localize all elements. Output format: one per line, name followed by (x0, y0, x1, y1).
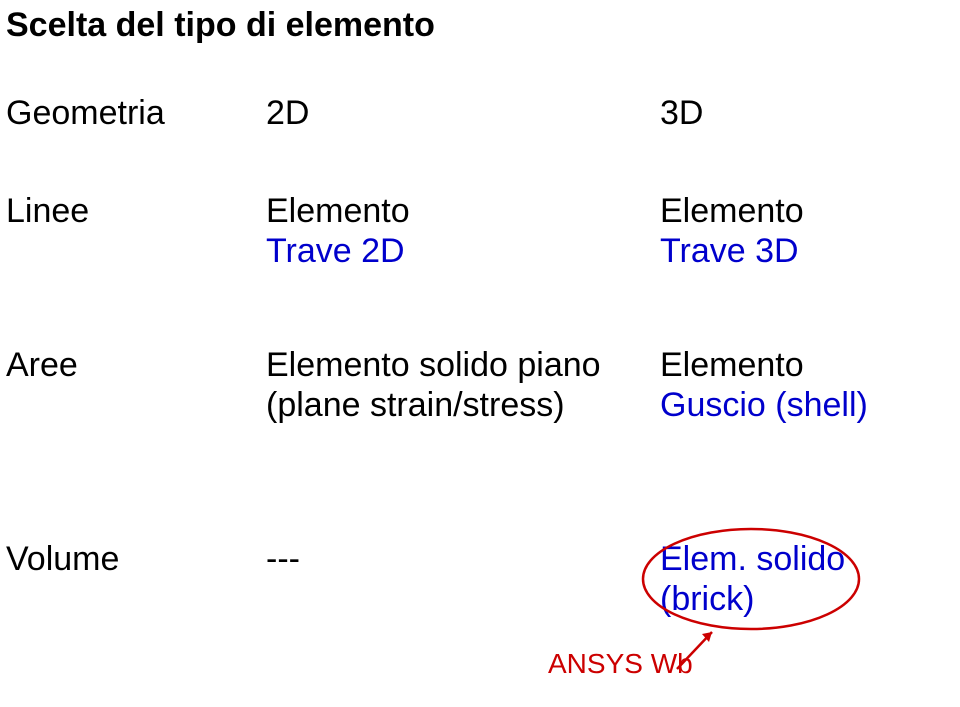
header-3d: 3D (660, 94, 703, 133)
annotation-ansys-wb: ANSYS Wb (548, 648, 693, 680)
page-title: Scelta del tipo di elemento (6, 6, 435, 45)
volume-2d-line1: --- (266, 540, 300, 579)
row-volume-label: Volume (6, 540, 119, 579)
aree-2d-line1: Elemento solido piano (266, 346, 601, 385)
volume-3d-line1: Elem. solido (660, 540, 845, 579)
linee-3d-line1: Elemento (660, 192, 804, 231)
header-2d: 2D (266, 94, 309, 133)
aree-3d-line2: Guscio (shell) (660, 386, 868, 425)
aree-3d-line1: Elemento (660, 346, 804, 385)
row-linee-label: Linee (6, 192, 89, 231)
header-geometria: Geometria (6, 94, 165, 133)
volume-3d-line2: (brick) (660, 580, 754, 619)
row-aree-label: Aree (6, 346, 78, 385)
linee-3d-line2: Trave 3D (660, 232, 799, 271)
linee-2d-line1: Elemento (266, 192, 410, 231)
aree-2d-line2: (plane strain/stress) (266, 386, 565, 425)
linee-2d-line2: Trave 2D (266, 232, 405, 271)
